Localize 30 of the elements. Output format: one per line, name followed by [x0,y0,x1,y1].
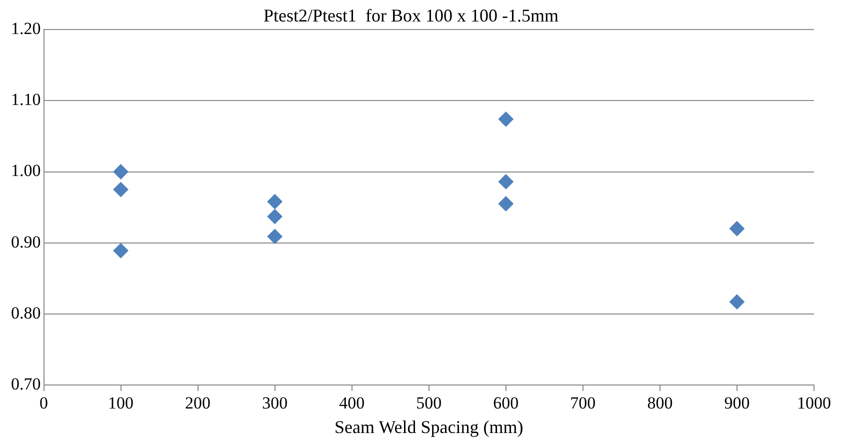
x-tick-label: 400 [339,394,365,413]
point [729,294,744,310]
x-axis-title: Seam Weld Spacing (mm) [334,416,524,437]
y-tick-label: 0.90 [11,232,41,252]
point [113,164,128,180]
x-tick-label: 800 [647,394,673,413]
x-tick-label: 500 [416,394,442,413]
x-tick-label: 700 [570,394,596,413]
point [498,112,514,127]
point [113,182,128,198]
y-tick-label: 0.80 [11,303,41,322]
point [267,194,282,210]
x-tick-label: 100 [108,394,134,413]
chart-title: Ptest2/Ptest1 for Box 100 x 100 -1.5mm [263,6,559,26]
point [113,243,128,258]
point [267,228,282,244]
y-tick-label: 1.20 [11,19,41,38]
x-tick-label: 900 [724,394,750,413]
x-tick-label: 1000 [797,394,831,413]
x-tick-label: 300 [262,394,288,413]
y-tick-label: 0.70 [11,374,41,394]
y-tick-label: 1.00 [11,161,41,180]
x-tick-label: 600 [493,394,519,413]
x-tick-label: 200 [185,394,211,413]
x-tick-label: 0 [40,394,48,413]
y-tick-label: 1.10 [11,90,41,110]
point [267,209,282,224]
point [498,196,514,212]
point [498,174,514,190]
point [729,221,744,236]
